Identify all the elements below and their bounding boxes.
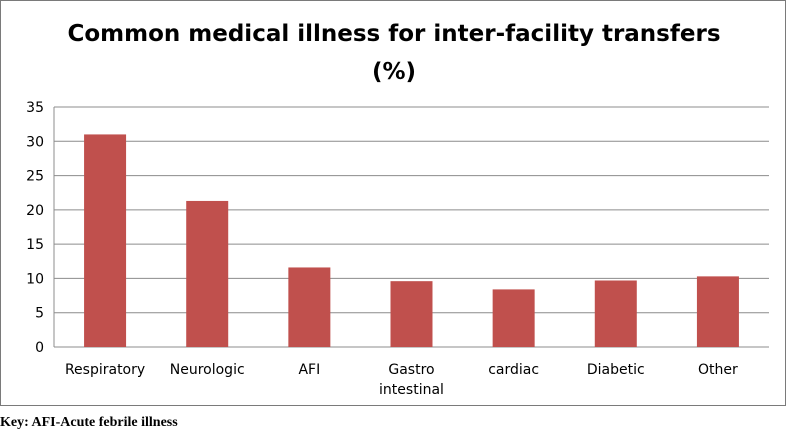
y-tick-label-25: 25	[26, 169, 44, 185]
chart-title: Common medical illness for inter-facilit…	[1, 15, 787, 91]
key-footnote: Key: AFI-Acute febrile illness	[0, 415, 178, 430]
y-tick-label-30: 30	[26, 134, 44, 150]
y-tick-label-10: 10	[26, 271, 44, 287]
x-tick-label-afi: AFI	[298, 362, 320, 378]
bar-chart: 0 5 10 15 20 25 30 35 Respiratory Neurologic AFI Ga…	[26, 100, 769, 398]
x-tick-label-respiratory: Respiratory	[65, 362, 145, 378]
y-tick-label-15: 15	[26, 237, 44, 253]
x-tick-label-gastro-intestinal-line-2: intestinal	[379, 382, 444, 398]
x-tick-label-cardiac: cardiac	[488, 362, 539, 378]
x-tick-label-other: Other	[698, 362, 738, 378]
bar-other	[696, 276, 739, 347]
bar-afi	[288, 267, 331, 347]
x-tick-label-neurologic: Neurologic	[170, 362, 245, 378]
x-tick-label-gastro-intestinal-line-1: Gastro	[388, 362, 434, 378]
x-tick-label-diabetic: Diabetic	[587, 362, 645, 378]
y-tick-label-35: 35	[26, 100, 44, 116]
bar-gastro-intestinal	[390, 281, 433, 347]
bar-respiratory	[84, 134, 127, 347]
chart-title-line-1: Common medical illness for inter-facilit…	[67, 21, 721, 47]
chart-title-line-2: (%)	[371, 59, 417, 85]
bar-diabetic	[594, 280, 637, 347]
y-tick-label-0: 0	[35, 340, 44, 356]
bar-neurologic	[186, 200, 229, 347]
y-tick-label-5: 5	[35, 306, 44, 322]
chart-frame: Common medical illness for inter-facilit…	[0, 0, 786, 406]
y-tick-label-20: 20	[26, 203, 44, 219]
bar-cardiac	[492, 289, 535, 347]
